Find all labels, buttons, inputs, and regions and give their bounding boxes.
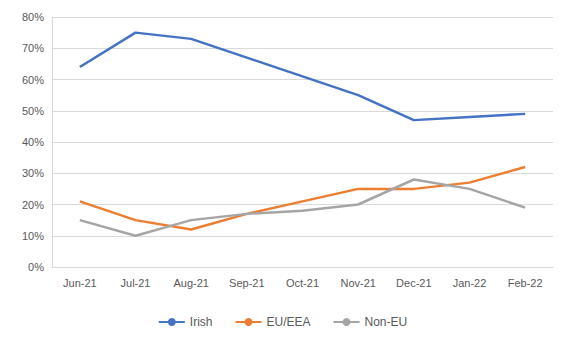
svg-text:Aug-21: Aug-21 <box>173 277 208 289</box>
svg-text:Nov-21: Nov-21 <box>340 277 375 289</box>
svg-text:Oct-21: Oct-21 <box>286 277 319 289</box>
svg-text:60%: 60% <box>22 74 44 86</box>
svg-text:Dec-21: Dec-21 <box>396 277 431 289</box>
svg-text:Feb-22: Feb-22 <box>508 277 543 289</box>
svg-text:20%: 20% <box>22 199 44 211</box>
svg-text:10%: 10% <box>22 230 44 242</box>
svg-text:Jan-22: Jan-22 <box>453 277 487 289</box>
svg-text:80%: 80% <box>22 11 44 23</box>
svg-text:EU/EEA: EU/EEA <box>266 315 310 329</box>
svg-text:Non-EU: Non-EU <box>365 315 408 329</box>
svg-text:0%: 0% <box>28 261 44 273</box>
svg-text:Sep-21: Sep-21 <box>229 277 264 289</box>
svg-text:30%: 30% <box>22 167 44 179</box>
svg-text:40%: 40% <box>22 136 44 148</box>
svg-text:Irish: Irish <box>190 315 213 329</box>
svg-text:70%: 70% <box>22 42 44 54</box>
svg-text:Jun-21: Jun-21 <box>63 277 97 289</box>
svg-text:50%: 50% <box>22 105 44 117</box>
svg-text:Jul-21: Jul-21 <box>121 277 151 289</box>
